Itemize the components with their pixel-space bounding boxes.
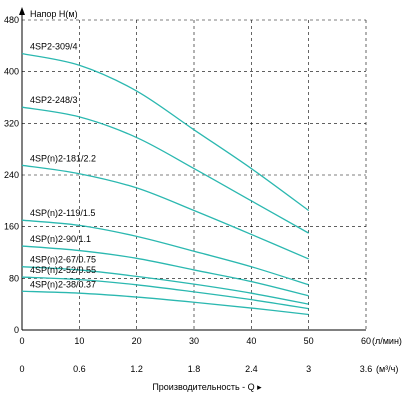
x-tick-label-primary: 40: [246, 336, 256, 346]
x-tick-label-secondary: 0: [19, 364, 24, 374]
x-tick-label-primary: 0: [19, 336, 24, 346]
series-line: [21, 266, 309, 305]
y-tick-label: 80: [9, 273, 19, 283]
x-tick-label-secondary: 1.2: [130, 364, 143, 374]
series-line: [21, 290, 309, 316]
series-label: 4SP(n)2-90/1.1: [30, 234, 91, 244]
x-tick-label-secondary: 0.6: [73, 364, 86, 374]
x-unit-primary: (л/мин): [372, 336, 402, 346]
series-line: [21, 219, 309, 286]
series-label: 4SP(n)2-67/0.75: [30, 255, 96, 265]
series-label: 4SP2-309/4: [30, 42, 78, 52]
x-tick-label-primary: 20: [132, 336, 142, 346]
series-label: 4SP(n)2-52/0.55: [30, 265, 96, 275]
y-tick-label: 320: [4, 118, 19, 128]
y-axis-label: Напор H(м): [30, 9, 78, 19]
y-tick-label: 400: [4, 67, 19, 77]
series-labels: 4SP2-309/4 4SP2-248/3 4SP(n)2-181/2.2 4SP(n…: [30, 42, 96, 290]
x-tick-label-secondary: 3.6: [360, 364, 373, 374]
y-tick-label: 240: [4, 170, 19, 180]
x-tick-label-primary: 60: [361, 336, 371, 346]
tick-labels: 0 80 160 240 320 400 480 0 10 20 30 40 50 60 0 0.6 1.2 1.…: [4, 15, 372, 374]
grid: [22, 19, 367, 330]
x-tick-label-secondary: 3: [306, 364, 311, 374]
series-line: [21, 52, 310, 212]
x-unit-secondary: (м³/ч): [376, 364, 398, 374]
series-line: [21, 106, 309, 234]
series-label: 4SP(n)2-119/1.5: [30, 208, 95, 218]
series-line: [21, 276, 309, 310]
series-label: 4SP(n)2-38/0.37: [30, 279, 96, 289]
series-line: [21, 164, 309, 260]
series-line: [21, 245, 309, 297]
series-label: 4SP(n)2-181/2.2: [30, 153, 96, 163]
series-label: 4SP2-248/3: [30, 95, 78, 105]
x-tick-label-primary: 50: [304, 336, 314, 346]
x-tick-label-primary: 30: [189, 336, 199, 346]
y-tick-label: 0: [14, 325, 19, 335]
x-axis-label: Производительность - Q ▸: [152, 382, 262, 392]
y-tick-label: 160: [4, 222, 19, 232]
x-tick-label-secondary: 1.8: [188, 364, 201, 374]
x-tick-label-primary: 10: [74, 336, 84, 346]
y-tick-label: 480: [4, 15, 19, 25]
series: [21, 52, 310, 316]
y-axis-arrow: [19, 7, 25, 15]
x-tick-label-secondary: 2.4: [245, 364, 258, 374]
